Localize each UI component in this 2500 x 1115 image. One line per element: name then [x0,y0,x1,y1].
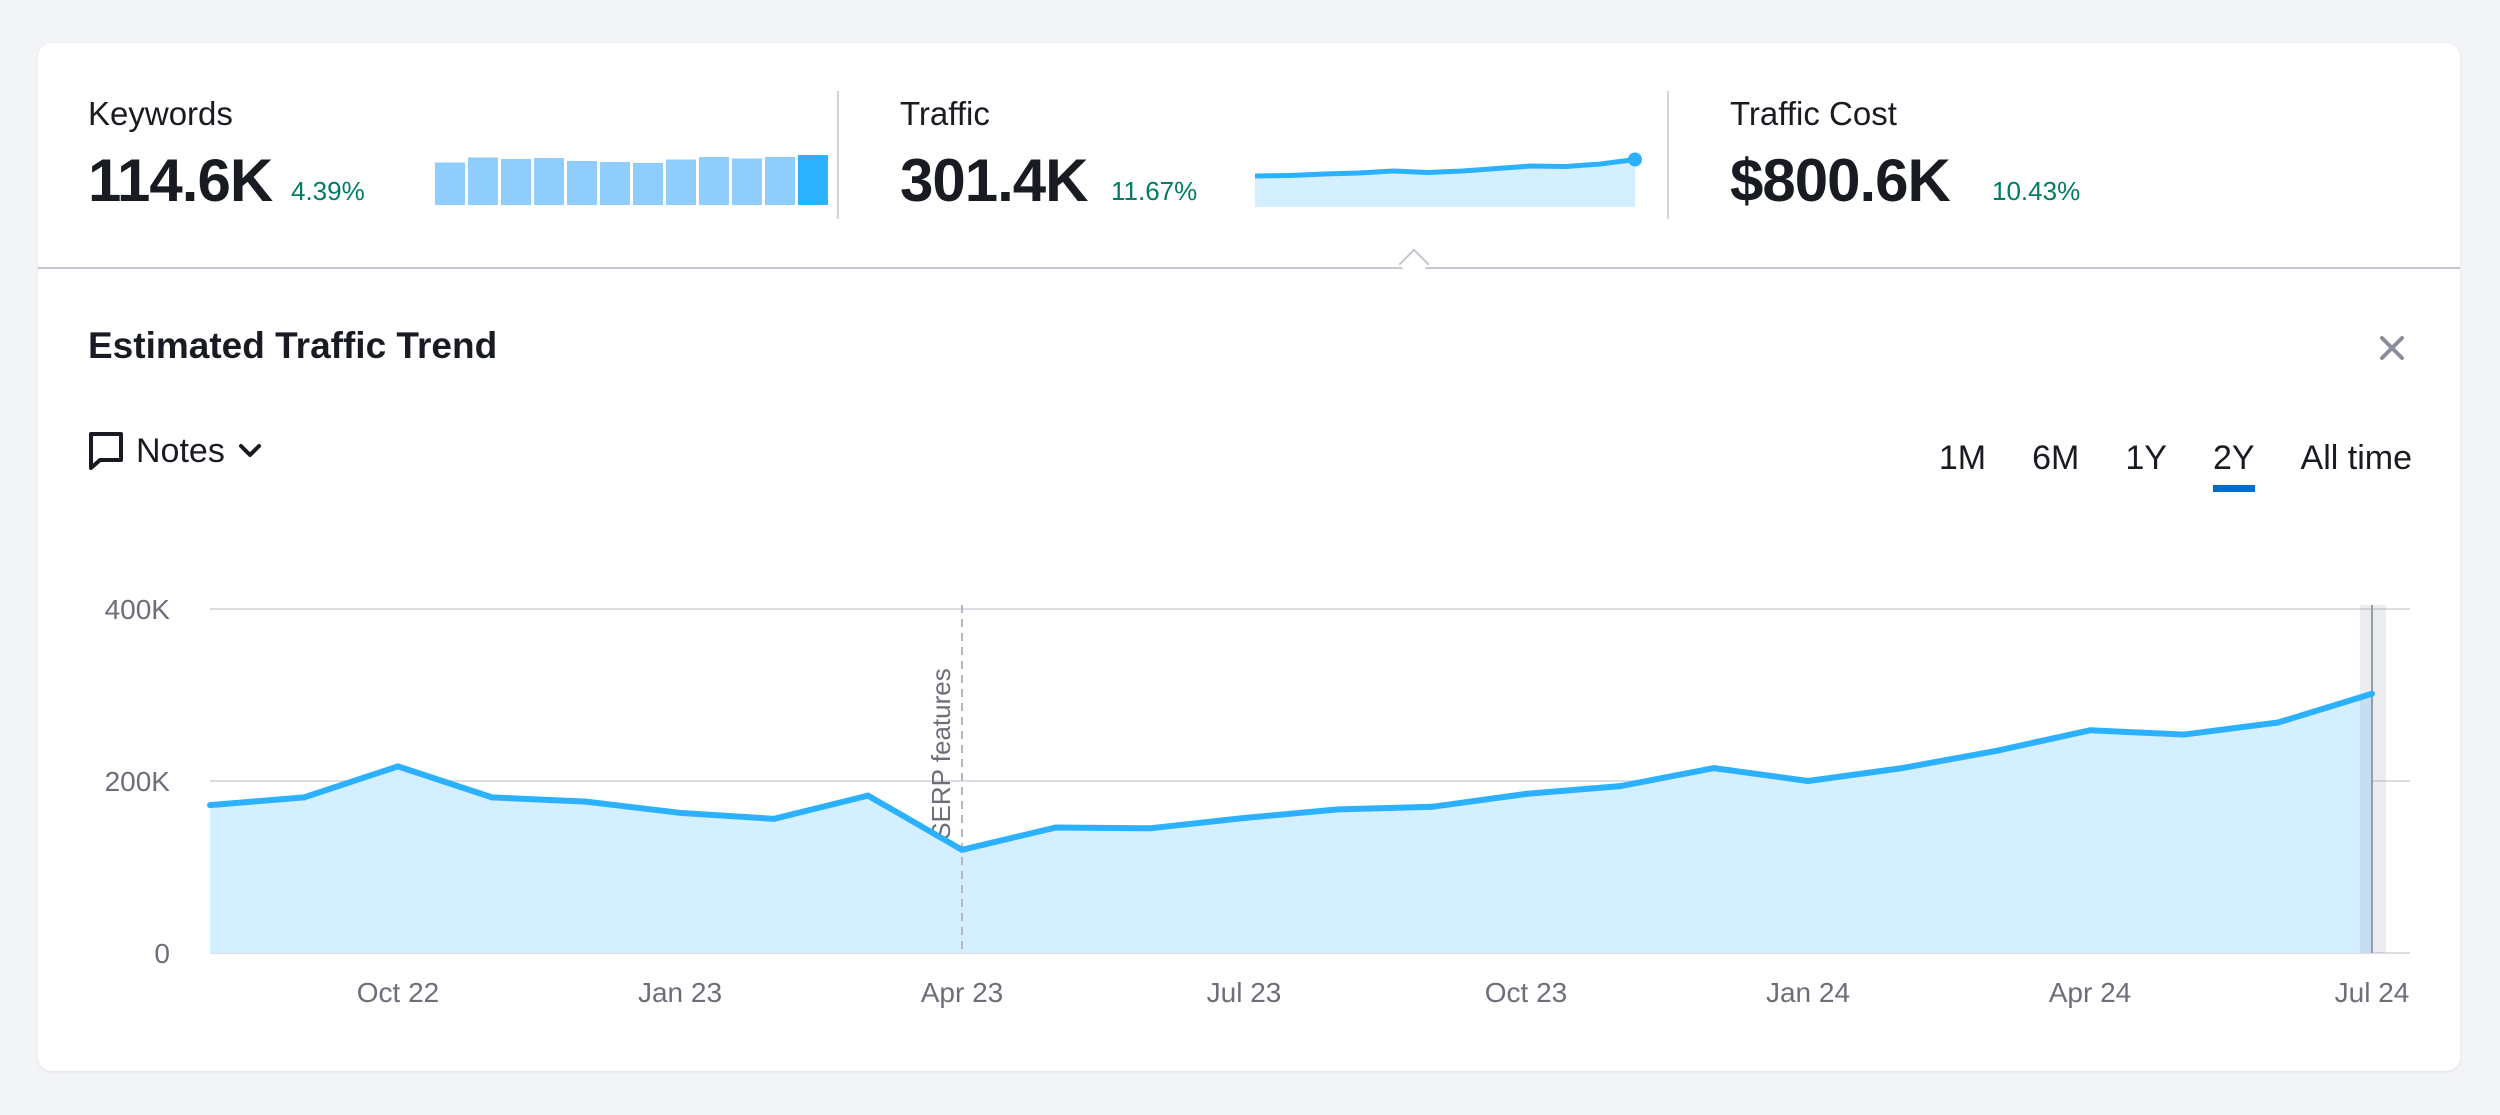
traffic-sparkline [1254,152,1642,207]
data-point [301,794,307,801]
x-tick-label: Oct 22 [357,977,439,1008]
data-point [771,815,777,822]
comment-icon [89,432,123,470]
data-point [395,763,401,770]
tab-1y[interactable]: 1Y [2125,439,2167,477]
keywords-bar [534,158,564,205]
keywords-sparkline [435,155,828,205]
tab-1m[interactable]: 1M [1938,439,1987,477]
time-range-tabs: 1M 6M 1Y 2Y All time [1939,439,2412,492]
data-point [1993,747,1999,754]
metric-traffic-cost[interactable]: Traffic Cost $800.6K 10.43% [1730,43,2430,268]
data-point [2181,731,2187,738]
data-point [677,809,683,816]
metric-value: $800.6K [1730,147,1951,214]
traffic-sparkline-line [1254,157,1636,179]
y-tick-label: 0 [154,938,170,969]
data-point [1335,806,1341,813]
header-separator [38,267,2460,269]
keywords-bar [798,155,828,205]
data-point [1429,803,1435,810]
notes-label: Notes [136,431,225,470]
keywords-bar [732,158,762,205]
metric-label: Traffic [900,95,990,132]
traffic-overview-card: Keywords 114.6K 4.39% Traffic 301.4K 11.… [38,43,2460,1071]
annotation-label: SERP features [926,668,956,840]
keywords-bar [699,157,729,205]
metric-value: 114.6K [88,147,273,214]
data-point [583,798,589,805]
data-point [489,794,495,801]
metric-traffic[interactable]: Traffic 301.4K 11.67% [900,43,1680,268]
data-point [959,846,965,853]
metric-label: Traffic Cost [1730,95,1897,132]
data-point [2369,690,2375,697]
keywords-bar [600,162,630,205]
data-point [2275,719,2281,726]
traffic-area [210,693,2372,953]
x-tick-label: Jul 23 [1207,977,1282,1008]
tab-6m[interactable]: 6M [2032,439,2080,477]
data-point [1805,778,1811,784]
metric-change: 10.43% [1992,176,2081,206]
keywords-bar [501,159,531,205]
x-tick-label: Apr 24 [2049,977,2132,1008]
metric-label: Keywords [88,95,233,132]
y-tick-label: 400K [105,594,171,625]
close-icon[interactable] [2374,330,2410,366]
keywords-bar [468,157,498,205]
data-point [1147,825,1153,832]
x-tick-label: Oct 23 [1485,977,1567,1008]
y-tick-label: 200K [105,766,171,797]
traffic-trend-chart[interactable]: 0 200K 400K SERP features Oct 22 Jan 23 Apr 23… [38,543,2460,1071]
keywords-bar [666,159,696,205]
data-point [1523,790,1529,797]
data-point [1711,765,1717,772]
x-tick-label: Apr 23 [921,977,1004,1008]
metric-keywords[interactable]: Keywords 114.6K 4.39% [88,43,868,268]
metric-value: 301.4K [900,147,1088,214]
keywords-bar [633,163,663,205]
panel-title: Estimated Traffic Trend [88,325,498,366]
keywords-bar [435,162,465,205]
traffic-line [209,690,2373,853]
x-tick-label: Jan 24 [1766,977,1850,1008]
data-point [1617,783,1623,790]
data-point [1899,765,1905,772]
tab-2y[interactable]: 2Y [2212,439,2255,492]
data-point [1241,814,1247,821]
x-tick-label: Jul 24 [2335,977,2410,1008]
data-point [207,802,213,809]
data-point [2087,727,2093,734]
keywords-bar [567,161,597,205]
data-point [865,792,871,799]
metric-change: 11.67% [1111,176,1198,206]
metric-change: 4.39% [291,176,365,206]
notes-dropdown[interactable]: Notes [88,431,263,471]
traffic-sparkline-endpoint [1628,152,1642,167]
traffic-sparkline-area [1255,159,1635,207]
divider [1667,91,1669,219]
data-point [1053,824,1059,831]
tab-all-time[interactable]: All time [2300,439,2412,477]
chevron-down-icon [238,444,261,457]
x-tick-label: Jan 23 [638,977,722,1008]
keywords-bar [765,157,795,205]
divider [837,91,839,219]
